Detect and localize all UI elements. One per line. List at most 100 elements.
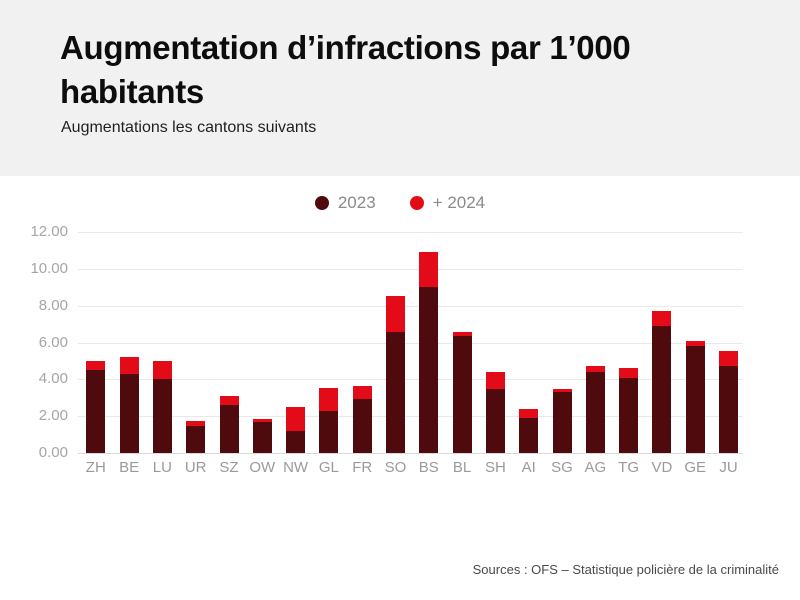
x-axis-label-JU: JU [719,459,738,476]
bar-group-JU [719,350,738,453]
bar-group-SH [485,371,505,453]
bar-group-SO [386,296,405,453]
x-axis-label-GE: GE [684,459,707,476]
bar-segment-GL-2023 [319,410,339,453]
bar-segment-NW-2023 [286,430,306,453]
bar-group-OW [252,418,272,453]
bar-group-BL [452,332,472,453]
y-axis-tick-label: 10.00 [30,259,68,277]
bar-segment-TG-2023 [619,378,639,453]
gridline-4 [78,379,743,381]
bar-group-SG [552,388,572,453]
bar-segment-FR-+2024 [352,385,372,399]
bar-group-NW [286,406,306,453]
bar-group-VD [652,311,672,453]
bar-segment-VD-+2024 [652,311,672,326]
bar-segment-LU-+2024 [152,360,172,380]
legend-item-2023: 2023 [314,193,376,213]
bar-segment-ZH-+2024 [86,360,106,371]
legend-label-2023: 2023 [337,193,376,212]
bar-group-FR [352,385,372,453]
y-axis-tick-label: 8.00 [38,296,68,314]
bar-segment-SZ-+2024 [219,395,239,406]
bar-segment-JU-2023 [719,365,738,453]
bar-segment-GE-2023 [685,346,705,453]
y-axis-tick-label: 6.00 [38,333,68,351]
x-axis-label-LU: LU [152,459,172,476]
bar-segment-SO-+2024 [386,296,405,333]
x-axis-label-AI: AI [521,459,536,476]
bar-group-TG [619,368,639,453]
bar-group-GL [319,387,339,453]
bar-segment-OW-+2024 [252,418,272,422]
bar-group-ZH [86,360,106,453]
x-axis-label-SO: SO [384,459,407,476]
bar-segment-BS-+2024 [419,252,439,288]
x-axis-label-ZH: ZH [85,459,106,476]
header-band: Augmentation d’infractions par 1’000 hab… [0,0,800,176]
x-axis-label-VD: VD [651,459,673,476]
source-note: Sources : OFS – Statistique policière de… [472,562,779,577]
x-axis-label-TG: TG [618,459,640,476]
bar-segment-BS-2023 [419,287,439,453]
bar-segment-JU-+2024 [719,350,738,366]
x-axis-label-BS: BS [418,459,439,476]
x-axis-label-AG: AG [584,459,607,476]
gridline-12 [78,232,743,233]
bar-group-AG [585,365,605,453]
bar-segment-BE-2023 [119,373,139,453]
bar-segment-SZ-2023 [219,405,239,453]
bar-group-UR [186,420,206,453]
bar-segment-UR-+2024 [186,420,206,427]
bar-group-AI [519,408,539,453]
page-subtitle: Augmentations les cantons suivants [61,119,317,136]
bar-segment-AG-+2024 [585,365,605,372]
gridline-6 [78,342,743,344]
bar-segment-NW-+2024 [286,406,306,431]
bar-group-BS [419,252,439,453]
y-axis-tick-label: 2.00 [38,407,68,425]
legend-dot-2023-icon [314,196,329,210]
bar-segment-GE-+2024 [685,340,705,347]
bar-segment-SH-+2024 [485,371,505,389]
gridline-10 [78,268,743,270]
bar-segment-BL-2023 [452,336,472,453]
x-axis-label-SH: SH [484,459,506,476]
x-axis-label-UR: UR [184,459,207,476]
bar-segment-VD-2023 [652,325,672,453]
legend-dot-2024-icon [409,196,424,210]
bar-segment-OW-2023 [252,421,272,453]
page-title: Augmentation d’infractions par 1’000 hab… [60,29,631,110]
bar-segment-BL-+2024 [452,332,472,337]
bar-group-LU [152,360,172,453]
bar-segment-BE-+2024 [119,357,139,374]
gridline-8 [78,305,743,307]
bar-segment-SG-+2024 [552,388,572,393]
bar-segment-AG-2023 [585,371,605,453]
bar-segment-TG-+2024 [619,368,639,379]
bar-group-BE [119,357,139,453]
bar-segment-SO-2023 [386,332,405,453]
legend-item-2024: + 2024 [409,193,486,213]
gridline-2 [78,416,743,418]
bar-segment-SH-2023 [485,388,505,453]
bar-segment-AI-+2024 [519,408,539,419]
bar-segment-UR-2023 [186,426,206,453]
x-axis-label-GL: GL [318,459,339,476]
bar-group-SZ [219,395,239,453]
plot-area [78,232,743,454]
bar-segment-LU-2023 [152,379,172,453]
x-axis-label-BE: BE [119,459,140,476]
bar-segment-GL-+2024 [319,387,339,411]
legend-label-2024: + 2024 [432,193,486,212]
x-axis-label-FR: FR [352,459,373,476]
bar-group-GE [685,340,705,453]
x-axis-label-OW: OW [249,459,276,476]
bar-segment-ZH-2023 [86,370,106,453]
bar-segment-AI-2023 [519,418,539,453]
gridline-0 [78,453,743,454]
bar-segment-SG-2023 [552,392,572,453]
chart-legend: 2023 + 2024 [0,193,800,213]
